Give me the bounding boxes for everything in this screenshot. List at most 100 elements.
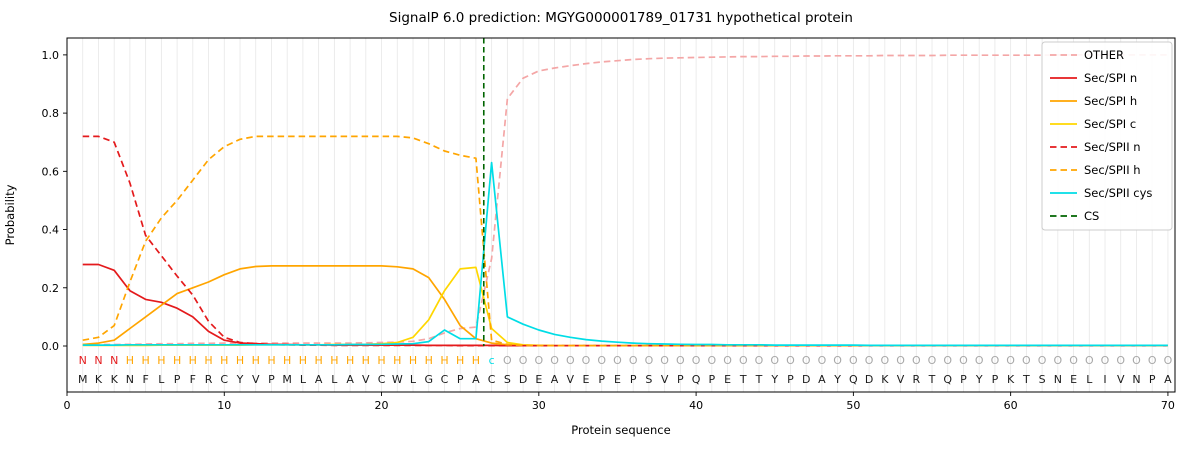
annotation-letter: O <box>519 354 528 367</box>
x-tick-label: 20 <box>375 399 389 412</box>
annotation-letter: O <box>959 354 968 367</box>
sequence-letter: Y <box>833 373 841 386</box>
sequence-letter: D <box>519 373 527 386</box>
sequence-letter: E <box>535 373 542 386</box>
sequence-letter: V <box>362 373 370 386</box>
annotation-letter: O <box>943 354 952 367</box>
annotation-letter: N <box>110 354 118 367</box>
sequence-letter: F <box>142 373 148 386</box>
annotation-letter: O <box>645 354 654 367</box>
sequence-letter: C <box>488 373 496 386</box>
sequence-letter: T <box>1022 373 1030 386</box>
sequence-letter: L <box>300 373 307 386</box>
annotation-letter: O <box>755 354 764 367</box>
y-tick-label: 1.0 <box>42 49 60 62</box>
y-tick-label: 0.6 <box>42 165 60 178</box>
x-tick-label: 70 <box>1161 399 1175 412</box>
sequence-letter: Q <box>849 373 858 386</box>
annotation-letter: O <box>1085 354 1094 367</box>
sequence-letter: Y <box>770 373 778 386</box>
sequence-letter: K <box>881 373 889 386</box>
sequence-letter: R <box>205 373 213 386</box>
sequence-letter: A <box>346 373 354 386</box>
sequence-letter: Y <box>975 373 983 386</box>
sequence-letter: A <box>551 373 559 386</box>
annotation-letter: O <box>1116 354 1125 367</box>
annotation-letter: O <box>865 354 874 367</box>
x-tick-label: 60 <box>1004 399 1018 412</box>
sequence-letter: E <box>724 373 731 386</box>
sequence-letter: S <box>645 373 652 386</box>
annotation-letter: O <box>896 354 905 367</box>
annotation-letter: O <box>770 354 779 367</box>
annotation-letter: H <box>472 354 480 367</box>
annotation-letter: H <box>283 354 291 367</box>
legend-label: Sec/SPI h <box>1084 94 1137 108</box>
sequence-letter: E <box>1070 373 1077 386</box>
sequence-letter: T <box>755 373 763 386</box>
sequence-letter: V <box>1117 373 1125 386</box>
series-line-sec-spii-cys <box>82 161 1168 347</box>
legend-layer: OTHER Sec/SPI n Sec/SPI h Sec/SPI c Sec/SPII… <box>1041 41 1173 231</box>
y-tick-label: 0.8 <box>42 107 60 120</box>
axis-layer: 0 10 20 30 40 50 60 70 0.0 0.2 0.4 0.6 0.8 1.0 <box>42 37 1176 412</box>
sequence-letter: L <box>410 373 417 386</box>
x-tick-label: 40 <box>689 399 703 412</box>
annotation-letter: O <box>660 354 669 367</box>
sequence-letter: D <box>865 373 873 386</box>
sequence-letter: L <box>331 373 338 386</box>
sequence-letter: D <box>802 373 810 386</box>
sequence-letter: E <box>614 373 621 386</box>
legend-label: Sec/SPI n <box>1084 71 1137 85</box>
series-line-sec-spi-n <box>82 263 1168 347</box>
x-tick-label: 30 <box>532 399 546 412</box>
sequence-letter: P <box>1149 373 1156 386</box>
sequence-letter: P <box>268 373 275 386</box>
x-tick-label: 0 <box>64 399 71 412</box>
annotation-letter: O <box>723 354 732 367</box>
annotation-letter: c <box>489 354 495 367</box>
annotation-letter: O <box>1069 354 1078 367</box>
sequence-letter: L <box>1086 373 1093 386</box>
sequence-letter: M <box>78 373 88 386</box>
annotation-letter: H <box>362 354 370 367</box>
annotation-letter: O <box>503 354 512 367</box>
sequence-letter: P <box>787 373 794 386</box>
x-axis-label: Protein sequence <box>571 423 670 437</box>
annotation-letter: H <box>314 354 322 367</box>
sequence-letter: R <box>912 373 920 386</box>
sequence-letter: I <box>1103 373 1106 386</box>
sequence-letter: K <box>111 373 119 386</box>
legend-label: CS <box>1084 209 1099 223</box>
annotation-letter: O <box>1038 354 1047 367</box>
sequence-letter: Q <box>692 373 701 386</box>
legend-label: Sec/SPII n <box>1084 140 1141 154</box>
sequence-letter: P <box>598 373 605 386</box>
annotation-letter: H <box>346 354 354 367</box>
legend-label: Sec/SPII cys <box>1084 186 1152 200</box>
sequence-letter: P <box>709 373 716 386</box>
annotation-letter: H <box>157 354 165 367</box>
series-layer <box>82 38 1168 347</box>
annotation-letter: H <box>440 354 448 367</box>
annotation-letter: O <box>991 354 1000 367</box>
sequence-letter: L <box>158 373 165 386</box>
annotation-letter: H <box>141 354 149 367</box>
annotation-letter: H <box>299 354 307 367</box>
sequence-letter: N <box>1054 373 1062 386</box>
annotation-letter: O <box>613 354 622 367</box>
annotation-letter: H <box>189 354 197 367</box>
annotation-letter: O <box>1053 354 1062 367</box>
annotation-letter: H <box>236 354 244 367</box>
annotation-letter: O <box>912 354 921 367</box>
annotation-letter: O <box>1132 354 1141 367</box>
annotation-letter: N <box>94 354 102 367</box>
sequence-letter: Q <box>943 373 952 386</box>
sequence-letter: G <box>424 373 433 386</box>
annotation-letter: O <box>534 354 543 367</box>
annotation-letter: H <box>393 354 401 367</box>
annotation-letter: H <box>220 354 228 367</box>
annotation-letter: O <box>849 354 858 367</box>
